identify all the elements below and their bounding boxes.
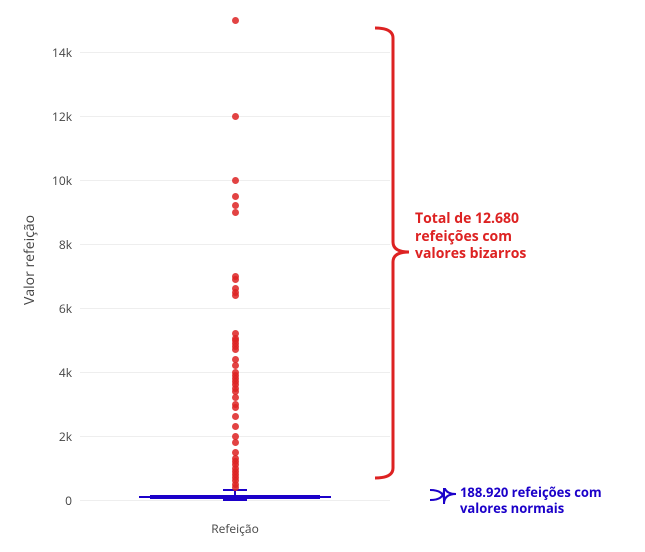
- annotation-line: 188.920 refeições com: [460, 484, 602, 500]
- outlier-point: [232, 202, 239, 209]
- outlier-point: [232, 369, 239, 376]
- y-tick-label: 14k: [52, 44, 72, 61]
- annotation-brace: [375, 26, 411, 482]
- outlier-point: [232, 455, 239, 462]
- y-tick-label: 12k: [52, 108, 72, 125]
- outlier-point: [232, 449, 239, 456]
- annotation-line: valores normais: [460, 500, 602, 516]
- outlier-point: [232, 285, 239, 292]
- outlier-point: [232, 439, 239, 446]
- y-tick-label: 8k: [59, 236, 72, 253]
- outlier-point: [232, 423, 239, 430]
- outlier-point: [232, 113, 239, 120]
- outlier-point: [232, 401, 239, 408]
- annotation-brace: [430, 488, 458, 504]
- outlier-point: [232, 193, 239, 200]
- y-tick-label: 0: [65, 492, 72, 509]
- annotation-line: Total de 12.680: [415, 210, 526, 228]
- grid-line: [80, 52, 390, 53]
- outlier-point: [232, 362, 239, 369]
- annotation-line: refeições com: [415, 228, 526, 246]
- outlier-point: [232, 394, 239, 401]
- annotation-line: valores bizarros: [415, 245, 526, 263]
- whisker-cap-low: [223, 499, 248, 501]
- boxplot-chart: Valor refeição 0 2k 4k 6k 8k 10k 12k 14k Refeiçã…: [0, 0, 645, 552]
- y-axis-title: Valor refeição: [20, 215, 39, 305]
- outlier-point: [232, 413, 239, 420]
- outlier-point: [232, 273, 239, 280]
- outlier-point: [232, 330, 239, 337]
- outlier-point: [232, 177, 239, 184]
- outlier-point: [232, 356, 239, 363]
- y-tick-label: 6k: [59, 300, 72, 317]
- grid-line: [80, 244, 390, 245]
- grid-line: [80, 308, 390, 309]
- y-tick-label: 4k: [59, 364, 72, 381]
- outlier-point: [232, 17, 239, 24]
- y-tick-label: 10k: [52, 172, 72, 189]
- y-tick-label: 2k: [59, 428, 72, 445]
- annotation-normal-label: 188.920 refeições comvalores normais: [460, 484, 602, 517]
- outlier-point: [232, 433, 239, 440]
- x-category-label: Refeição: [211, 520, 259, 537]
- outlier-point: [232, 209, 239, 216]
- annotation-outliers-label: Total de 12.680refeições comvalores biza…: [415, 210, 526, 263]
- median-line: [139, 496, 331, 498]
